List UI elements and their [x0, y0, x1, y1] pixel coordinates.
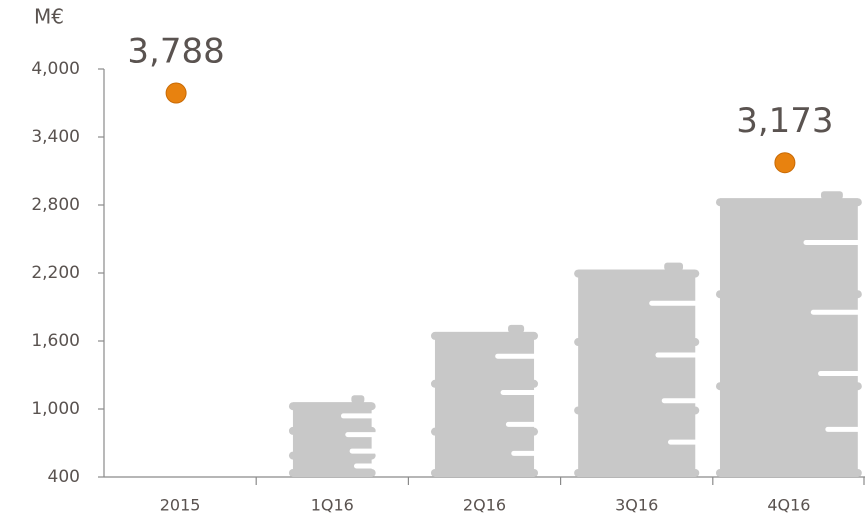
barrel-rim	[430, 331, 539, 340]
barrel-stripe	[345, 432, 389, 438]
barrel-stripe	[818, 371, 865, 377]
barrel-stripe	[667, 439, 731, 445]
y-tick-label: 400	[48, 467, 80, 487]
barrel-rim	[715, 290, 862, 299]
barrel-stripe	[661, 398, 725, 404]
barrel-stripe	[810, 309, 865, 315]
barrel-rim	[288, 469, 376, 477]
barrel-rim	[574, 338, 700, 347]
barrel	[715, 191, 865, 477]
barrel-stripe	[655, 352, 719, 358]
barrel-stripe	[495, 353, 549, 359]
barrel-cap	[508, 324, 525, 333]
barrel-body	[719, 198, 858, 475]
y-tick-label: 1,600	[31, 331, 80, 351]
y-tick-label: 3,400	[31, 127, 80, 147]
barrel-rim	[715, 382, 862, 391]
barrel-stripe	[825, 426, 865, 432]
barrel-rim	[715, 198, 862, 207]
barrel-rim	[715, 469, 862, 477]
barrel-rim	[430, 379, 539, 388]
barrel-stripe	[511, 450, 565, 456]
x-tick-label: 1Q16	[311, 496, 354, 515]
y-tick-label: 2,800	[31, 195, 80, 215]
barrel-stripe	[505, 421, 560, 427]
dot	[774, 152, 796, 174]
barrel-cap	[664, 262, 684, 271]
barrel-stripe	[803, 240, 865, 246]
barrel-rim	[430, 427, 539, 436]
x-tick-label: 3Q16	[615, 496, 658, 515]
dot	[165, 82, 187, 104]
barrel-rim	[574, 406, 700, 415]
barrel-cap	[351, 395, 365, 404]
barrel-stripe	[500, 389, 555, 395]
value-label: 3,788	[127, 32, 224, 72]
barrel-rim	[430, 469, 539, 477]
barrel	[574, 262, 731, 477]
x-tick-label: 4Q16	[767, 496, 810, 515]
barrel-stripe	[349, 448, 393, 454]
y-tick-label: 1,000	[31, 399, 80, 419]
x-tick-label: 2015	[160, 496, 201, 515]
barrel-cap	[820, 191, 843, 200]
barrel-rim	[574, 269, 700, 278]
barrel-stripe	[353, 463, 398, 469]
barrel	[430, 324, 565, 477]
barrel-stripe	[340, 413, 385, 419]
barrel-stripe	[649, 300, 712, 306]
x-tick-label: 2Q16	[463, 496, 506, 515]
barrel-rim	[288, 402, 376, 411]
y-axis-label: M€	[34, 5, 64, 29]
y-tick-label: 4,000	[31, 59, 80, 79]
value-label: 3,173	[736, 101, 833, 141]
barrel-rim	[574, 469, 700, 477]
barrel	[288, 395, 398, 477]
y-tick-label: 2,200	[31, 263, 80, 283]
